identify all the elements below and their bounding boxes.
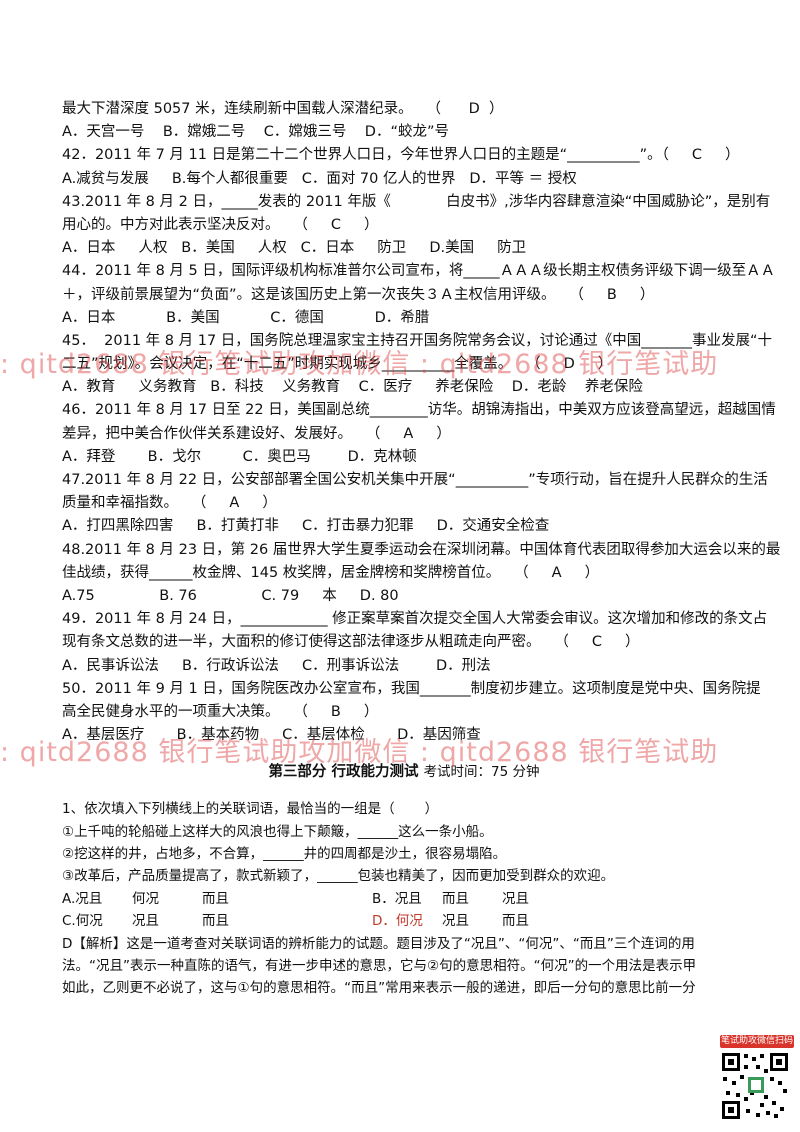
text-line: A．打四黑除四害 B．打黄打非 C．打击暴力犯罪 D．交通安全检查 — [62, 518, 550, 535]
choice-row-ab: A.况且 何况 而且 B．况且 而且 况且 — [62, 888, 746, 910]
choice-d-2: 而且 — [502, 913, 529, 930]
text-line: ③改革后，产品质量提高了，款式新颖了，______包装也精美了，因而更加受到群众… — [62, 868, 615, 885]
text-line: ①上千吨的轮船碰上这样大的风浪也得上下颠簸，______这么一条小船。 — [62, 823, 493, 840]
text-line: 45． 2011 年 8 月 17 日，国务院总理温家宝主持召开国务院常务会议，… — [62, 332, 773, 349]
choice-c-2: 而且 — [202, 913, 229, 930]
choice-a-1: 何况 — [132, 890, 159, 907]
text-line: 44．2011 年 8 月 5 日，国际评级机构标准普尔公司宣布，将_____Ａ… — [62, 263, 776, 280]
text-line: 最大下潜深度 5057 米，连续刷新中国载人深潜纪录。 （ D ） — [62, 101, 504, 117]
choice-b-1: 而且 — [442, 890, 469, 907]
text-line: 质量和幸福指数。 （ A ） — [62, 495, 277, 512]
text-line: 49．2011 年 8 月 24 日，____________ 修正案草案首次提… — [62, 611, 768, 628]
choice-c-1: 况且 — [132, 913, 159, 930]
choice-d-1: 况且 — [442, 913, 469, 930]
text-line: 二五”规划》。会议决定，在“十二五”时期实现城乡__________全覆盖。 （… — [62, 356, 613, 373]
text-line: A.减贫与发展 B.每个人都很重要 C．面对 70 亿人的世界 D．平等 ＝ 授… — [62, 170, 577, 187]
text-line: 50．2011 年 9 月 1 日，国务院医改办公室宣布，我国_______制度… — [62, 680, 761, 697]
text-line: 佳战绩，获得______枚金牌、145 枚奖牌，居金牌榜和奖牌榜首位。 （ A … — [62, 564, 600, 581]
text-line: 43.2011 年 8 月 2 日，_____发表的 2011 年版《 白皮书》… — [62, 193, 771, 210]
analysis-line: D【解析】这是一道考查对关联词语的辨析能力的试题。题目涉及了“况且”、“何况”、… — [62, 935, 695, 952]
choice-b-label: B．况且 — [372, 890, 422, 907]
part3-block: 1、依次填入下列横线上的关联词语，最恰当的一组是（ ） ①上千吨的轮船碰上这样大的… — [62, 798, 746, 1000]
text-line: A．基层医疗 B．基本药物 C．基层体检 D．基因筛查 — [62, 727, 481, 744]
text-line: 差异，把中美合作伙伴关系建设好、发展好。 （ A ） — [62, 425, 451, 442]
choice-d-label: D．何况 — [372, 913, 423, 930]
section-heading: 第三部分 行政能力测试 考试时间：75 分钟 — [62, 761, 746, 784]
text-line: 用心的。中方对此表示坚决反对。 （ C ） — [62, 216, 379, 233]
choice-a-label: A.况且 — [62, 890, 103, 907]
text-line: A．民事诉讼法 B．行政诉讼法 C．刑事诉讼法 D．刑法 — [62, 657, 491, 674]
choice-b-2: 况且 — [502, 890, 529, 907]
text-line: A．日本 B．美国 C．德国 D．希腊 — [62, 309, 430, 326]
text-line: A．拜登 B．戈尔 C．奥巴马 D．克林顿 — [62, 448, 417, 465]
text-line: 1、依次填入下列横线上的关联词语，最恰当的一组是（ ） — [62, 801, 439, 818]
text-line: A．教育 义务教育 B．科技 义务教育 C．医疗 养老保险 D．老龄 养老保险 — [62, 379, 643, 396]
section-title: 第三部分 行政能力测试 — [268, 764, 419, 781]
document-page: 最大下潜深度 5057 米，连续刷新中国载人深潜纪录。 （ D ） A．天宫一号 … — [62, 98, 781, 1000]
question-block: 最大下潜深度 5057 米，连续刷新中国载人深潜纪录。 （ D ） A．天宫一号 … — [62, 98, 781, 747]
text-line: 47.2011 年 8 月 22 日，公安部部署全国公安机关集中开展“_____… — [62, 472, 768, 488]
choice-a-2: 而且 — [202, 890, 229, 907]
analysis: D【解析】这是一道考查对关联词语的辨析能力的试题。题目涉及了“况且”、“何况”、… — [62, 933, 746, 1000]
text-line: 46．2011 年 8 月 17 日至 22 日，美国副总统________访华… — [62, 402, 776, 419]
analysis-line: 法。“况且”表示一种直陈的语气，有进一步申述的意思，它与②句的意思相符。“何况”… — [62, 957, 697, 974]
question-1: 1、依次填入下列横线上的关联词语，最恰当的一组是（ ） ①上千吨的轮船碰上这样大的… — [62, 798, 746, 888]
qr-label: 笔试助攻微信扫码 — [720, 1035, 794, 1048]
choice-row-cd: C.何况 况且 而且 D．何况 况且 而且 — [62, 910, 746, 932]
analysis-line: 如此，乙则更不必说了，这与①句的意思相符。“而且”常用来表示一般的递进，即后一分… — [62, 980, 696, 997]
text-line: 高全民健身水平的一项重大决策。 （ B ） — [62, 703, 379, 720]
text-line: A.75 B. 76 C. 79 本 D. 80 — [62, 587, 399, 604]
text-line: 48.2011 年 8 月 23 日，第 26 届世界大学生夏季运动会在深圳闭幕… — [62, 541, 781, 558]
text-line: 现有条文总数的进一半，大面积的修订使得这部法律逐步从粗疏走向严密。 （ C ） — [62, 634, 640, 651]
text-line: ＋，评级前景展望为“负面”。这是该国历史上第一次丧失３Ａ主权信用评级。 （ B … — [62, 286, 655, 303]
qr-code-icon — [720, 1051, 790, 1121]
section-subtitle: 考试时间：75 分钟 — [423, 764, 540, 781]
text-line: 42．2011 年 7 月 11 日是第二十二个世界人口日，今年世界人口日的主题… — [62, 147, 740, 164]
text-line: ②挖这样的井，占地多，不合算，______井的四周都是沙土，很容易塌陷。 — [62, 846, 507, 863]
text-line: A．日本 人权 B．美国 人权 C．日本 防卫 D.美国 防卫 — [62, 240, 527, 257]
choice-c-label: C.何况 — [62, 913, 103, 930]
text-line: A．天宫一号 B．嫦娥二号 C．嫦娥三号 D．“蛟龙”号 — [62, 124, 449, 141]
qr-code-badge[interactable]: 笔试助攻微信扫码 — [720, 1035, 794, 1127]
